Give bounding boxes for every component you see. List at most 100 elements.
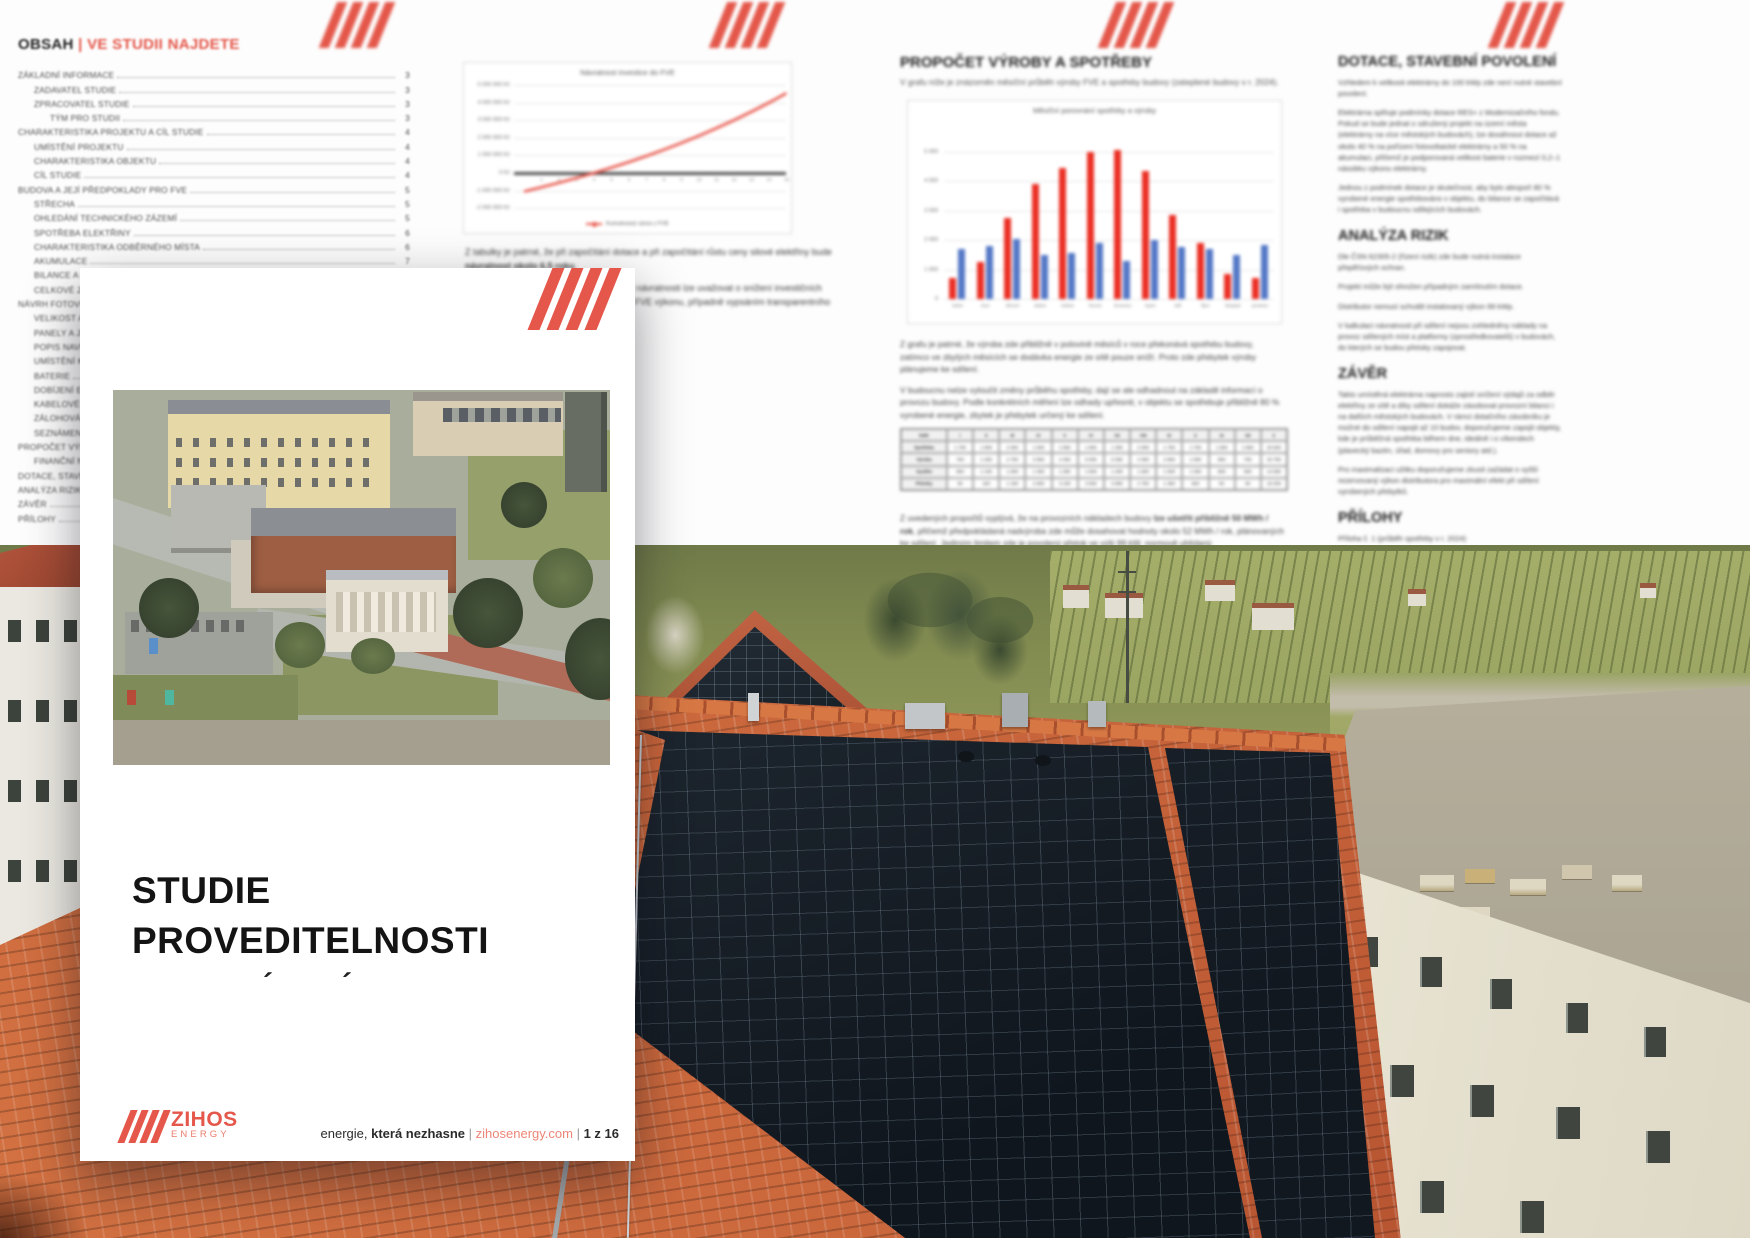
- y-axis-label: 4 000: [924, 178, 938, 185]
- y-axis-label: 1 000: [924, 266, 938, 273]
- shrub: [351, 638, 395, 674]
- car: [149, 638, 158, 654]
- pallet-stack: [1420, 875, 1454, 891]
- table-cell: 650: [1234, 465, 1261, 478]
- y-axis-label: 2 000: [924, 237, 938, 244]
- gridline: [944, 269, 1274, 271]
- x-axis-label: 8: [662, 177, 666, 182]
- table-cell: 2 000: [1130, 441, 1157, 454]
- pallet-stack: [1465, 869, 1495, 883]
- consumption-bar: [1040, 254, 1048, 299]
- cover-page: STUDIE PROVEDITELNOSTI ZIHOS ENERGY ener…: [80, 268, 635, 1161]
- dotted-leader: [78, 205, 395, 207]
- consumption-bar: [1178, 247, 1185, 299]
- table-cell: 1 250: [973, 453, 1000, 466]
- antenna-mast: [1126, 551, 1129, 703]
- table-cell: 700: [947, 453, 974, 466]
- village-house: [1252, 603, 1294, 630]
- x-axis-label: 6: [627, 177, 631, 182]
- toc-item-label: ZPRACOVATEL STUDIE: [34, 98, 130, 109]
- table-cell: 1 750: [1156, 441, 1183, 454]
- y-axis-label: -1 000 000 Kč: [475, 187, 510, 194]
- production-bar: [1169, 215, 1176, 299]
- table-cell: 33 750: [1260, 453, 1287, 466]
- paragraph: Příloha č. 1 (průběh spotřeby v r. 2024): [1338, 533, 1467, 543]
- table-cell: 3 500: [1077, 477, 1104, 490]
- toc-page-number: 4: [405, 156, 410, 167]
- table-cell: 2 850: [1156, 453, 1183, 466]
- facade-window: [1390, 1065, 1414, 1097]
- production-page-header: PROPOČET VÝROBY A SPOTŘEBY V grafu níže …: [900, 54, 1285, 87]
- footer-tagline: energie,: [320, 1126, 372, 1141]
- table-cell: 1 900: [1077, 441, 1104, 454]
- cover-title: STUDIE PROVEDITELNOSTI: [132, 866, 489, 966]
- x-axis-month-label: srpen: [1144, 303, 1156, 308]
- table-cell: 1 150: [999, 477, 1026, 490]
- x-axis-label: 7: [645, 177, 648, 182]
- production-bar: [1196, 243, 1204, 299]
- table-cell: 1 700: [1182, 441, 1209, 454]
- production-summary: Z uvedených propočtů vyplývá, že na prov…: [900, 512, 1285, 558]
- toc-item: ZADAVATEL STUDIE 3: [18, 80, 410, 95]
- x-axis-label: 9: [680, 177, 683, 182]
- info-page: DOTACE, STAVEBNÍ POVOLENÍ Vzhledem k veli…: [1338, 54, 1562, 571]
- x-axis-month-label: březen: [1006, 303, 1020, 308]
- consumption-bar: [958, 248, 965, 299]
- page-indicator: 1 z 16: [583, 1126, 619, 1141]
- x-axis-label: 3: [575, 177, 578, 182]
- toc-item-label: CÍL STUDIE: [34, 170, 82, 181]
- toc-item: CHARAKTERISTIKA PROJEKTU A CÍL STUDIE 4: [18, 123, 410, 137]
- table-cell: 50: [947, 477, 974, 490]
- table-header-cell: Σ: [1260, 429, 1287, 442]
- table-cell: 1 500: [1077, 465, 1104, 478]
- toc-page-number: 3: [405, 84, 410, 95]
- paragraph: Dle ČSN 62305-2 (řízení rizik) zde bude …: [1338, 252, 1521, 273]
- y-axis-label: 1 000 000 Kč: [477, 152, 510, 159]
- dotted-leader: [84, 177, 395, 179]
- roof-vent: [1088, 701, 1106, 727]
- tree: [533, 548, 593, 608]
- zihos-stripes-icon: [1487, 2, 1565, 48]
- website-link[interactable]: zihosenergy.com: [475, 1126, 573, 1141]
- gridline: [514, 120, 786, 122]
- tree: [139, 578, 199, 638]
- table-cell: 1 200: [1103, 465, 1131, 478]
- facade-window: [1520, 1201, 1544, 1233]
- x-axis-label: 15: [783, 177, 790, 182]
- table-cell: 3 100: [1051, 477, 1078, 490]
- production-intro: V grafu níže je znázorněn měsíční průběh…: [900, 77, 1279, 87]
- zihos-stripes-icon: [527, 268, 622, 330]
- table-cell: 2 750: [999, 453, 1026, 466]
- dotted-leader: [159, 163, 395, 165]
- table-cell: 1 350: [1156, 477, 1183, 490]
- table-cell: 1 600: [1130, 465, 1157, 478]
- section-heading: PŘÍLOHY: [1338, 509, 1403, 526]
- paragraph: Elektrárna splňuje podmínky dotace RES+ …: [1338, 108, 1561, 173]
- table-cell: 600: [1182, 477, 1209, 490]
- table-header-cell: XI: [1208, 429, 1235, 442]
- y-axis-label: 3 000 000 Kč: [477, 117, 510, 124]
- facade-window: [1566, 1003, 1588, 1033]
- x-axis-month-label: leden: [952, 303, 964, 308]
- table-cell: 4 350: [1130, 453, 1157, 466]
- table-cell: 5 000: [1077, 453, 1104, 466]
- toc-page-number: 3: [405, 70, 410, 81]
- chimney-pipe: [748, 693, 759, 721]
- dotted-leader: [117, 77, 395, 79]
- toc-item-label: KABELOVÉ TRASY: [34, 399, 111, 410]
- toc-item-label: ZÁVĚR: [18, 499, 47, 510]
- dotted-leader: [206, 134, 395, 136]
- toc-page-number: 6: [405, 227, 410, 238]
- chart-title: Měsíční porovnání spotřeby a výroby: [1033, 106, 1156, 115]
- x-axis-month-label: červenec: [1113, 303, 1132, 308]
- table-cell: 50: [1234, 477, 1261, 490]
- table-header-cell: II: [973, 429, 1000, 442]
- legend-label: Kumulovaný výnos z FVE: [606, 221, 669, 227]
- consumption-bar: [1150, 240, 1158, 299]
- gridline: [514, 208, 786, 210]
- gridline: [514, 85, 786, 86]
- x-axis-label: 4: [592, 177, 596, 182]
- cover-title-line2: PROVEDITELNOSTI: [132, 920, 489, 961]
- chart-title: Návratnost investice do FVE: [580, 68, 675, 77]
- blossom-tree: [645, 595, 705, 675]
